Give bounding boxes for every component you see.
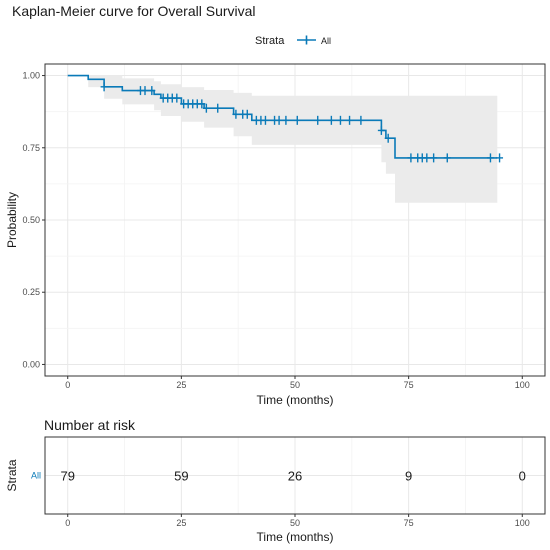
risk-counts: 79 59 26 9 0 xyxy=(60,469,525,484)
risk-x-tick-labels: 0 25 50 75 100 xyxy=(65,514,530,528)
km-y-tick-label: 0.50 xyxy=(22,215,40,225)
risk-count: 79 xyxy=(60,469,74,484)
km-x-tick-label: 0 xyxy=(65,380,70,390)
km-x-tick-labels: 0 25 50 75 100 xyxy=(65,376,530,390)
km-x-tick-label: 75 xyxy=(404,380,414,390)
risk-row-label: All xyxy=(31,471,41,481)
censor-marks xyxy=(100,82,504,163)
risk-count: 59 xyxy=(174,469,188,484)
risk-x-tick-label: 25 xyxy=(176,518,186,528)
risk-count: 9 xyxy=(405,469,412,484)
legend-entry-all: All xyxy=(321,36,331,46)
risk-gridlines xyxy=(45,437,545,514)
risk-x-tick-label: 50 xyxy=(290,518,300,528)
risk-table-title: Number at risk xyxy=(44,417,136,433)
risk-count: 26 xyxy=(288,469,302,484)
risk-x-tick-label: 0 xyxy=(65,518,70,528)
km-y-tick-label: 0.00 xyxy=(22,359,40,369)
km-panel: 0.00 0.25 0.50 0.75 1.00 0 25 50 75 100 xyxy=(22,63,546,390)
risk-x-tick-label: 100 xyxy=(515,518,530,528)
legend-title: Strata xyxy=(255,35,285,47)
km-y-tick-label: 1.00 xyxy=(22,71,40,81)
km-y-tick-label: 0.75 xyxy=(22,143,40,153)
legend: Strata All xyxy=(255,35,331,47)
confidence-band xyxy=(67,75,498,203)
risk-y-axis-label: Strata xyxy=(5,459,19,491)
km-x-axis-label: Time (months) xyxy=(257,393,334,407)
km-x-tick-label: 25 xyxy=(176,380,186,390)
risk-x-axis-label: Time (months) xyxy=(257,530,334,544)
km-x-tick-label: 100 xyxy=(515,380,530,390)
risk-panel: 79 59 26 9 0 0 25 50 75 100 xyxy=(44,436,546,528)
km-y-tick-labels: 0.00 0.25 0.50 0.75 1.00 xyxy=(22,71,45,369)
km-y-tick-label: 0.25 xyxy=(22,287,40,297)
km-x-tick-label: 50 xyxy=(290,380,300,390)
chart-title: Kaplan-Meier curve for Overall Survival xyxy=(12,3,256,19)
risk-count: 0 xyxy=(519,469,526,484)
km-y-axis-label: Probability xyxy=(5,192,19,248)
risk-x-tick-label: 75 xyxy=(404,518,414,528)
